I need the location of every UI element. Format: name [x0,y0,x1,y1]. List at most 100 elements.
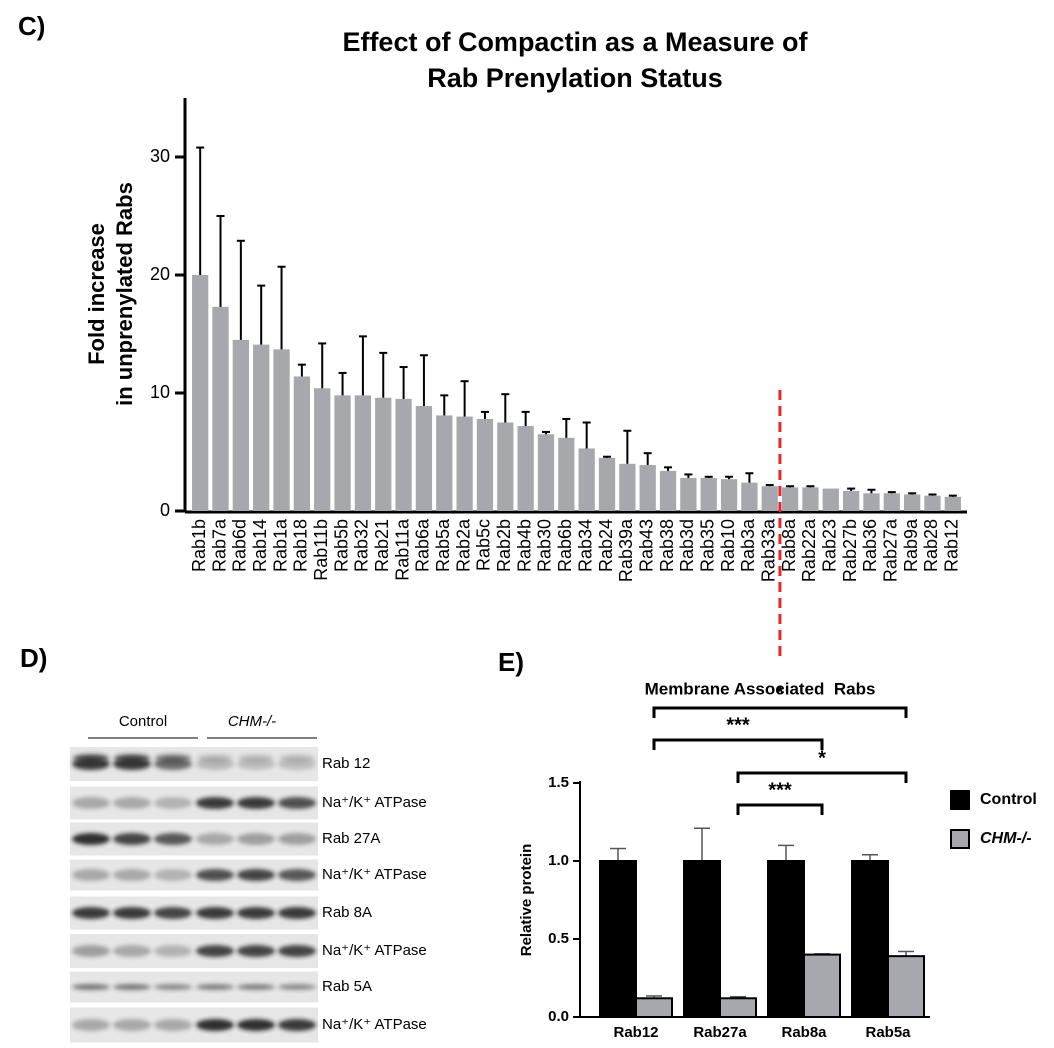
x-tick-label: Rab8a [781,1024,827,1041]
blot-band [196,797,234,809]
bar [804,955,840,1017]
bar [843,491,859,511]
x-tick-label: Rab11b [311,519,331,581]
blot-band [237,797,275,809]
bar [888,956,924,1017]
x-tick-label: Rab12 [942,519,962,572]
x-tick-label: Rab5a [433,518,453,572]
blot-band [72,945,110,957]
bar [884,493,900,511]
bar [660,471,676,511]
bar [273,349,289,511]
chart-title: Rab Prenylation Status [427,63,723,93]
legend-swatch [951,791,969,809]
bar [782,487,798,511]
blot-band [237,907,275,919]
blot-band [72,1019,110,1031]
bar [294,376,310,511]
significance-bracket [738,805,822,815]
blot-band [278,984,316,990]
x-tick-label: Rab6b [555,519,575,572]
x-tick-label: Rab8a [779,518,799,572]
y-axis-label: in unprenylated Rabs [112,182,137,406]
bar [558,438,574,511]
row-label: Rab 8A [322,904,372,921]
blot-band [278,945,316,957]
x-tick-label: Rab1a [270,518,290,572]
bar [721,479,737,511]
significance-bracket [654,740,822,750]
bar [192,275,208,511]
bar [924,496,940,511]
bar [334,395,350,511]
row-label: Rab 5A [322,978,372,995]
bar [355,395,371,511]
row-label: Rab 12 [322,755,370,772]
x-tick-label: Rab6a [413,518,433,572]
blot-band [196,1019,234,1031]
blot-band [72,797,110,809]
x-tick-label: Rab27a [881,518,901,582]
significance-label: * [776,682,784,704]
blot-band [155,754,191,762]
significance-label: *** [768,779,792,801]
blot-band [113,1019,151,1031]
x-tick-label: Rab24 [596,519,616,572]
x-tick-label: Rab33a [759,518,779,582]
y-tick-label: 0 [160,500,170,520]
blot-band [278,869,316,881]
blot-band [72,869,110,881]
bar [436,415,452,511]
x-tick-label: Rab38 [657,519,677,572]
bar [314,388,330,511]
panel-label: E) [498,647,524,677]
bar [395,399,411,511]
y-axis-label: Relative protein [518,844,535,957]
x-tick-label: Rab27a [693,1024,747,1041]
bar [619,464,635,511]
blot-band [114,754,150,762]
x-tick-label: Rab5b [331,519,351,572]
blot-band [113,797,151,809]
x-tick-label: Rab14 [250,519,270,572]
y-tick-label: 1.0 [548,852,569,869]
x-tick-label: Rab27b [840,519,860,582]
row-label: Na⁺/K⁺ ATPase [322,866,427,883]
group-label: CHM-/- [228,713,276,730]
blot-band [196,984,234,990]
x-tick-label: Rab7a [209,518,229,572]
blot-band [154,945,192,957]
x-tick-label: Rab36 [860,519,880,572]
x-tick-label: Rab10 [718,519,738,572]
y-tick-label: 1.5 [548,774,569,791]
x-tick-label: Rab32 [352,519,372,572]
blot-band [72,907,110,919]
blot-band [278,797,316,809]
y-tick-label: 0.5 [548,930,569,947]
x-tick-label: Rab1b [189,519,209,572]
bar [212,307,228,511]
bar [852,861,888,1017]
significance-bracket [738,773,906,783]
blot-band [113,945,151,957]
blot-band [237,869,275,881]
x-tick-label: Rab9a [901,518,921,572]
bar [863,493,879,511]
blot-band [237,1019,275,1031]
blot-band [238,754,274,762]
bar [640,465,656,511]
blot-band [154,907,192,919]
blot-band [278,1019,316,1031]
blot-band [279,754,315,762]
bar [579,448,595,511]
significance-label: *** [726,714,750,736]
bar [768,861,804,1017]
x-tick-label: Rab39a [616,518,636,582]
blot-band [154,797,192,809]
blot-band [237,984,275,990]
bar [518,426,534,511]
bar [233,340,249,511]
x-tick-label: Rab4b [514,519,534,572]
x-tick-label: Rab30 [535,519,555,572]
significance-bracket [654,708,906,718]
